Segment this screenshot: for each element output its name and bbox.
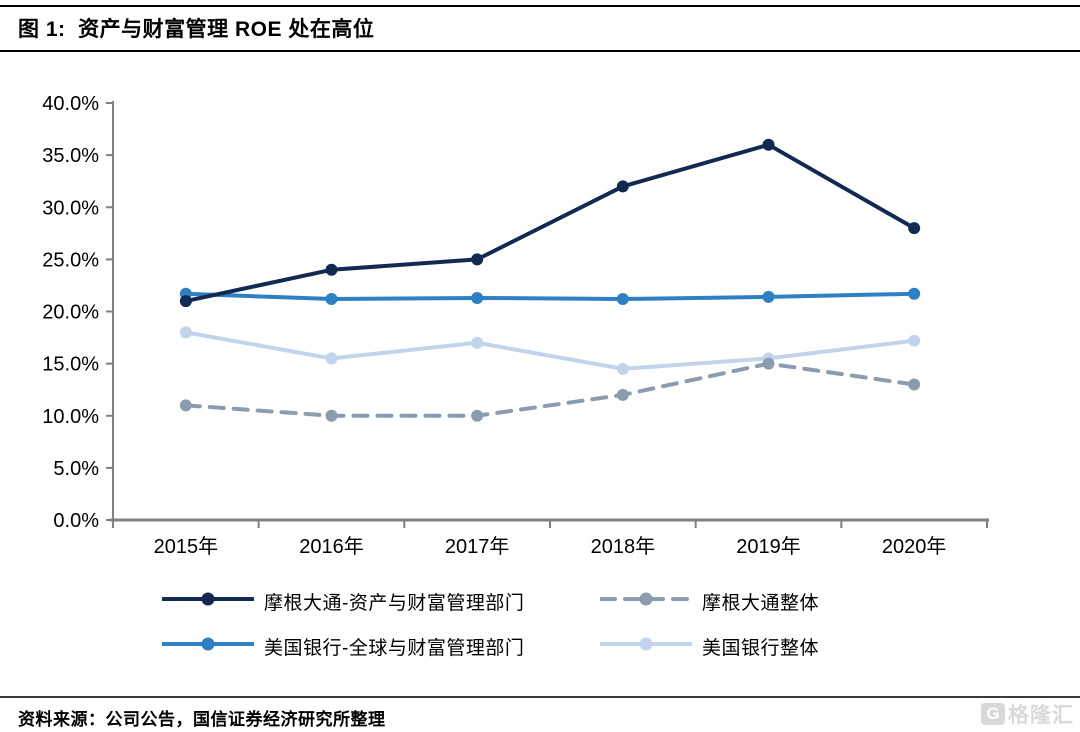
gelonghui-watermark: G 格隆汇 bbox=[981, 699, 1074, 729]
line-marker-swatch bbox=[599, 636, 693, 657]
svg-text:0.0%: 0.0% bbox=[53, 510, 99, 532]
svg-text:2016年: 2016年 bbox=[299, 535, 364, 558]
legend-item-bofa-gwim: 美国银行-全球与财富管理部门 bbox=[161, 633, 600, 660]
legend-label: 摩根大通整体 bbox=[702, 593, 820, 614]
chart-legend: 摩根大通-资产与财富管理部门 摩根大通整体 美国银行-全球与财富管理部门 美国银… bbox=[161, 588, 820, 660]
svg-text:25.0%: 25.0% bbox=[42, 249, 99, 271]
svg-text:30.0%: 30.0% bbox=[42, 197, 99, 219]
svg-text:2020年: 2020年 bbox=[882, 535, 947, 558]
svg-text:2015年: 2015年 bbox=[154, 535, 219, 558]
svg-text:2018年: 2018年 bbox=[591, 535, 656, 558]
legend-item-bofa-total: 美国银行整体 bbox=[599, 633, 820, 660]
source-note: 资料来源：公司公告，国信证券经济研究所整理 bbox=[18, 710, 386, 729]
svg-text:2019年: 2019年 bbox=[736, 535, 801, 558]
line-marker-swatch bbox=[161, 636, 255, 657]
legend-label: 美国银行-全球与财富管理部门 bbox=[264, 638, 525, 659]
svg-text:35.0%: 35.0% bbox=[42, 145, 99, 167]
title-divider bbox=[0, 50, 1080, 52]
footer-divider bbox=[0, 696, 1080, 698]
svg-text:10.0%: 10.0% bbox=[42, 406, 99, 428]
roe-line-chart: 0.0% 5.0% 10.0% 15.0% 20.0% 25.0% 30.0% 35.0% 40… bbox=[0, 58, 1080, 582]
line-marker-swatch bbox=[161, 591, 255, 612]
svg-text:5.0%: 5.0% bbox=[53, 458, 99, 480]
line-marker-swatch bbox=[599, 591, 693, 612]
legend-label: 美国银行整体 bbox=[702, 638, 820, 659]
gelonghui-watermark-text: 格隆汇 bbox=[1008, 704, 1074, 727]
top-divider bbox=[0, 5, 1080, 7]
legend-item-jpm-total: 摩根大通整体 bbox=[599, 588, 820, 615]
svg-text:2017年: 2017年 bbox=[445, 535, 510, 558]
chart-canvas: 0.0% 5.0% 10.0% 15.0% 20.0% 25.0% 30.0% 35.0% 40… bbox=[42, 93, 989, 558]
svg-text:40.0%: 40.0% bbox=[42, 93, 99, 115]
gelonghui-logo-icon: G bbox=[981, 703, 1005, 725]
legend-label: 摩根大通-资产与财富管理部门 bbox=[264, 593, 525, 614]
svg-text:15.0%: 15.0% bbox=[42, 354, 99, 376]
figure-title: 图 1: 资产与财富管理 ROE 处在高位 bbox=[18, 18, 375, 41]
svg-text:20.0%: 20.0% bbox=[42, 302, 99, 324]
legend-item-jpm-awm: 摩根大通-资产与财富管理部门 bbox=[161, 588, 600, 615]
